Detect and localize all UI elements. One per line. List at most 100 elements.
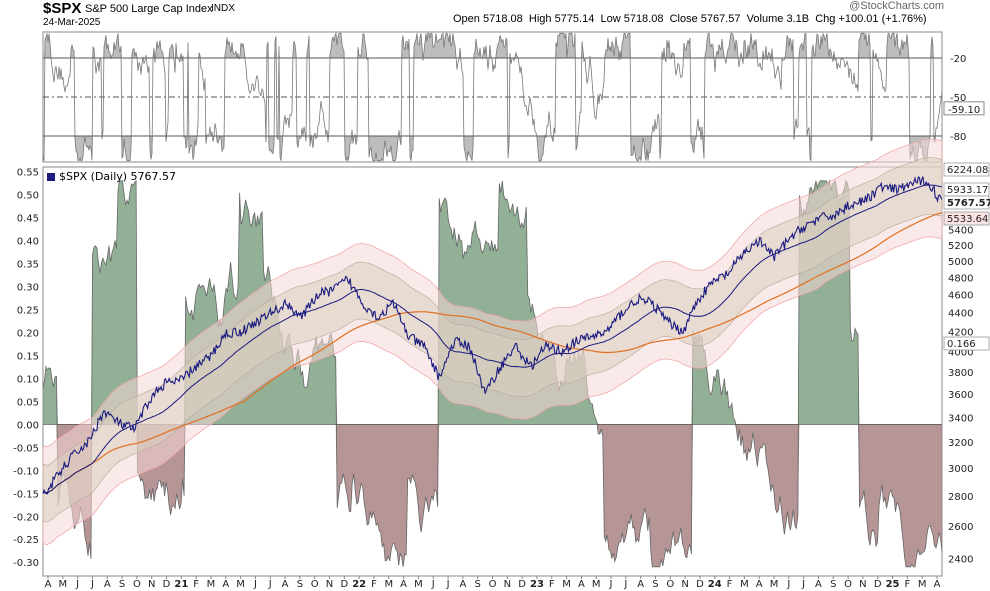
- x-tick-label: 25: [886, 579, 900, 590]
- x-tick-label: D: [518, 579, 526, 590]
- left-y-tick-label: -0.05: [13, 443, 39, 454]
- x-tick-label: A: [756, 579, 763, 590]
- x-tick-label: M: [770, 579, 779, 590]
- x-tick-label: J: [446, 579, 450, 590]
- x-tick-label: M: [384, 579, 393, 590]
- x-tick-label: O: [311, 579, 319, 590]
- x-tick-label: F: [904, 579, 910, 590]
- right-value-box: [943, 195, 990, 210]
- x-tick-label: J: [431, 579, 435, 590]
- x-tick-label: F: [193, 579, 199, 590]
- x-tick-label: J: [786, 579, 790, 590]
- left-y-tick-label: -0.30: [13, 558, 39, 569]
- x-axis: A M J J A S O N D 21 F M A M J J A S O N D 22 F M A M J J A S O N D 23 F M A…: [45, 576, 941, 590]
- symbol: $SPX: [43, 0, 82, 17]
- left-y-tick-label: -0.10: [13, 466, 39, 477]
- right-y-tick-label: 2800: [948, 492, 973, 503]
- upper-oscillator-panel: -20 -50 -80 -59.10: [42, 31, 985, 163]
- left-y-tick-label: 0.50: [17, 191, 39, 202]
- x-tick-label: 23: [530, 579, 544, 590]
- low-value: 5718.08: [623, 13, 664, 25]
- x-tick-label: S: [830, 579, 836, 590]
- close-label: Close: [669, 13, 698, 25]
- x-tick-label: F: [549, 579, 555, 590]
- left-y-tick-label: -0.25: [13, 535, 39, 546]
- x-tick-label: M: [207, 579, 216, 590]
- x-tick-label: 21: [174, 579, 188, 590]
- left-y-tick-label: 0.00: [17, 420, 39, 431]
- left-y-tick-label: 0.30: [17, 282, 39, 293]
- x-tick-label: D: [874, 579, 882, 590]
- x-tick-label: M: [414, 579, 423, 590]
- right-y-tick-label: 5400: [948, 226, 973, 237]
- x-tick-label: A: [45, 579, 52, 590]
- exchange: INDX: [211, 3, 235, 14]
- x-tick-label: A: [104, 579, 111, 590]
- inner-band: [42, 157, 943, 524]
- x-tick-label: A: [400, 579, 407, 590]
- left-y-tick-label: 0.35: [17, 260, 39, 271]
- right-y-tick-label: 5200: [948, 241, 973, 252]
- x-tick-label: N: [859, 579, 866, 590]
- x-tick-label: N: [326, 579, 333, 590]
- series-legend: $SPX (Daily) 5767.57: [47, 170, 176, 183]
- left-y-tick-label: 0.45: [17, 214, 39, 225]
- osc-current-value: -59.10: [948, 105, 980, 116]
- right-y-tick-label: 3000: [948, 464, 973, 475]
- x-tick-label: A: [459, 579, 466, 590]
- open-label: Open: [453, 13, 480, 25]
- chg-value: +100.01 (+1.76%): [838, 13, 927, 25]
- osc-y-tick-label: -80: [950, 132, 966, 143]
- x-tick-label: S: [119, 579, 125, 590]
- x-tick-label: M: [58, 579, 67, 590]
- x-tick-label: N: [681, 579, 688, 590]
- x-tick-label: J: [801, 579, 805, 590]
- osc-oversold-fill: [43, 136, 942, 161]
- x-tick-label: O: [666, 579, 674, 590]
- x-tick-label: M: [918, 579, 927, 590]
- x-tick-label: M: [592, 579, 601, 590]
- osc-y-tick-label: -20: [950, 54, 966, 65]
- high-value: 5775.14: [554, 13, 595, 25]
- main-price-panel: 0.55 0.50 0.45 0.40 0.35 0.30 0.25 0.20 0.15 0.10…: [13, 138, 990, 577]
- x-tick-label: M: [236, 579, 245, 590]
- x-tick-label: N: [504, 579, 511, 590]
- chg-label: Chg: [815, 13, 836, 25]
- right-y-tick-label: 4400: [948, 309, 973, 320]
- right-value-box: [943, 162, 990, 177]
- price-line: [42, 176, 943, 495]
- x-tick-label: F: [371, 579, 377, 590]
- x-tick-label: N: [148, 579, 155, 590]
- series-swatch: [47, 172, 55, 181]
- x-tick-label: D: [163, 579, 171, 590]
- date: 24-Mar-2025: [43, 17, 101, 28]
- x-tick-label: A: [637, 579, 644, 590]
- right-y-tick-label: 2400: [948, 555, 973, 566]
- right-value-label: 5933.17: [947, 185, 988, 196]
- x-tick-label: M: [562, 579, 571, 590]
- x-tick-label: A: [934, 579, 941, 590]
- left-y-tick-label: 0.40: [17, 237, 39, 248]
- right-y-tick-label: 4800: [948, 273, 973, 284]
- x-tick-label: J: [75, 579, 79, 590]
- right-y-tick-label: 3400: [948, 413, 973, 424]
- x-tick-label: S: [297, 579, 303, 590]
- left-y-tick-label: 0.15: [17, 351, 39, 362]
- x-tick-label: A: [815, 579, 822, 590]
- x-tick-label: S: [652, 579, 658, 590]
- right-y-tick-label: 3600: [948, 390, 973, 401]
- right-y-tick-label: 2600: [948, 522, 973, 533]
- right-y-tick-label: 3200: [948, 438, 973, 449]
- x-tick-label: J: [268, 579, 272, 590]
- right-value-label: 6224.08: [947, 165, 988, 176]
- x-tick-label: F: [727, 579, 733, 590]
- volume-value: 3.1B: [786, 13, 810, 25]
- x-tick-label: 22: [352, 579, 366, 590]
- open-value: 5718.08: [482, 13, 523, 25]
- right-y-tick-label: 4600: [948, 291, 973, 302]
- volume-label: Volume: [746, 13, 784, 25]
- close-value: 5767.57: [700, 13, 741, 25]
- right-y-tick-label: 5000: [948, 257, 973, 268]
- right-y-tick-label: 4000: [948, 347, 973, 358]
- x-tick-label: 24: [708, 579, 722, 590]
